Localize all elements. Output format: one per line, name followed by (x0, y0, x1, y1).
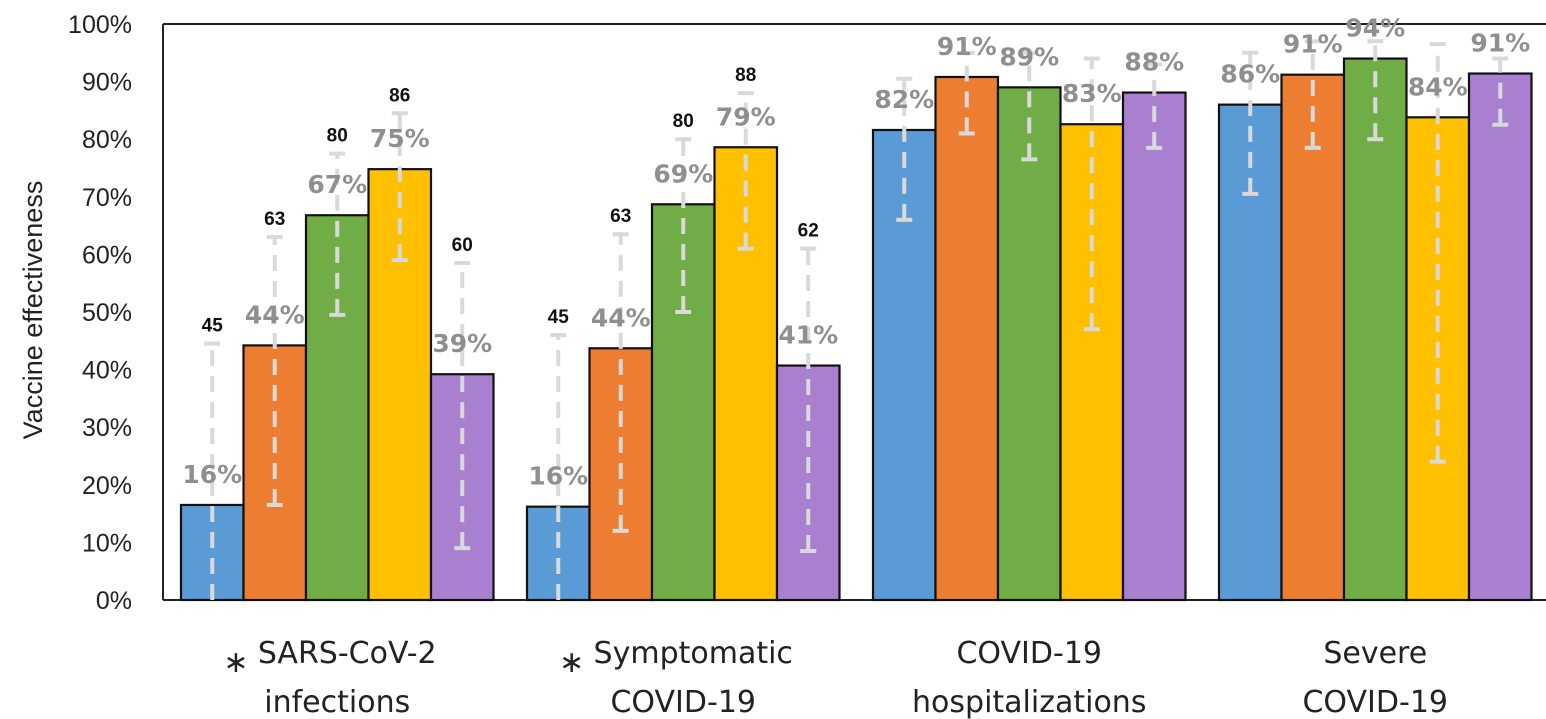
x-axis-categories: SARS-CoV-2 infections ∗ Symptomatic COVID-19… (223, 636, 1448, 719)
data-label: 84% (1408, 72, 1468, 101)
asterisk-marker: ∗ (223, 645, 248, 680)
y-tick-label: 50% (82, 299, 132, 327)
data-label: 44% (245, 300, 305, 329)
data-label: 79% (716, 102, 776, 131)
ci-upper-label: 63 (264, 209, 285, 230)
data-label: 75% (370, 124, 430, 153)
bar (1280, 73, 1346, 602)
bar (775, 364, 841, 602)
data-label: 39% (432, 329, 492, 358)
x-category-label: SARS-CoV-2 (258, 636, 437, 671)
y-tick-label: 90% (82, 69, 132, 97)
ci-upper-label: 80 (327, 126, 348, 147)
data-label: 83% (1062, 79, 1122, 108)
data-label: 91% (1283, 30, 1343, 59)
data-label: 86% (1220, 60, 1280, 89)
x-category-label: COVID-19 (956, 636, 1102, 671)
data-label: 16% (182, 460, 242, 489)
y-axis-title: Vaccine effectiveness (18, 181, 48, 440)
y-tick-label: 30% (82, 414, 132, 442)
x-category-label: infections (264, 685, 410, 719)
x-category-label: Severe (1323, 636, 1427, 671)
y-tick-label: 40% (82, 357, 132, 385)
y-tick-label: 0% (96, 587, 132, 615)
y-tick-label: 70% (82, 184, 132, 212)
data-label: 91% (1470, 29, 1530, 58)
data-label: 94% (1345, 14, 1405, 43)
y-tick-label: 20% (82, 472, 132, 500)
data-label: 89% (999, 42, 1059, 71)
ci-upper-label: 62 (798, 221, 819, 242)
bar (1467, 72, 1533, 602)
ci-upper-label: 45 (548, 307, 570, 328)
data-label: 41% (778, 321, 838, 350)
bars (179, 57, 1533, 602)
data-label: 91% (937, 32, 997, 61)
error-bars (204, 39, 1509, 600)
bar (1121, 91, 1187, 602)
y-tick-label: 10% (82, 529, 132, 557)
bar (650, 203, 716, 602)
ci-upper-label: 80 (673, 111, 694, 132)
data-label: 16% (528, 462, 588, 491)
data-label: 44% (591, 303, 651, 332)
y-tick-label: 60% (82, 241, 132, 269)
data-label: 69% (653, 159, 713, 188)
bar (871, 128, 937, 602)
y-tick-label: 100% (68, 11, 132, 39)
bar (1059, 123, 1125, 602)
y-tick-label: 80% (82, 126, 132, 154)
x-category-label: hospitalizations (912, 685, 1146, 719)
x-category-label: COVID-19 (1302, 685, 1448, 719)
ci-upper-label: 88 (735, 65, 756, 86)
ci-upper-label: 45 (202, 316, 224, 337)
ci-upper-label: 63 (610, 206, 631, 227)
ci-upper-label: 60 (452, 235, 473, 256)
data-label: 82% (874, 85, 934, 114)
ci-upper-label: 86 (389, 85, 410, 106)
bar (1217, 103, 1283, 602)
bar (996, 86, 1062, 602)
bar (713, 146, 779, 602)
asterisk-marker: ∗ (559, 645, 584, 680)
y-axis: 0% 10% 20% 30% 40% 50% 60% 70% 80% 90% 100% (68, 11, 1546, 615)
x-category-label: Symptomatic (594, 636, 793, 671)
data-labels: 16% 45 16% 45 82% 86% 44% 63 44% 63 91% 91% 67% 80 69%… (182, 14, 1530, 491)
x-category-label: COVID-19 (610, 685, 756, 719)
data-label: 88% (1124, 48, 1184, 77)
data-label: 67% (307, 170, 367, 199)
bar (934, 75, 1000, 602)
